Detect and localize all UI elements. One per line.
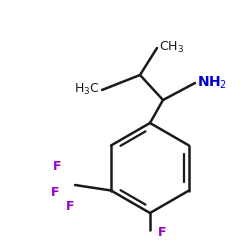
Text: F: F (66, 200, 74, 213)
Text: F: F (158, 226, 166, 238)
Text: NH$_2$: NH$_2$ (197, 75, 227, 91)
Text: CH$_3$: CH$_3$ (159, 40, 184, 54)
Text: H$_3$C: H$_3$C (74, 82, 100, 96)
Text: F: F (53, 160, 61, 173)
Text: F: F (51, 186, 59, 200)
